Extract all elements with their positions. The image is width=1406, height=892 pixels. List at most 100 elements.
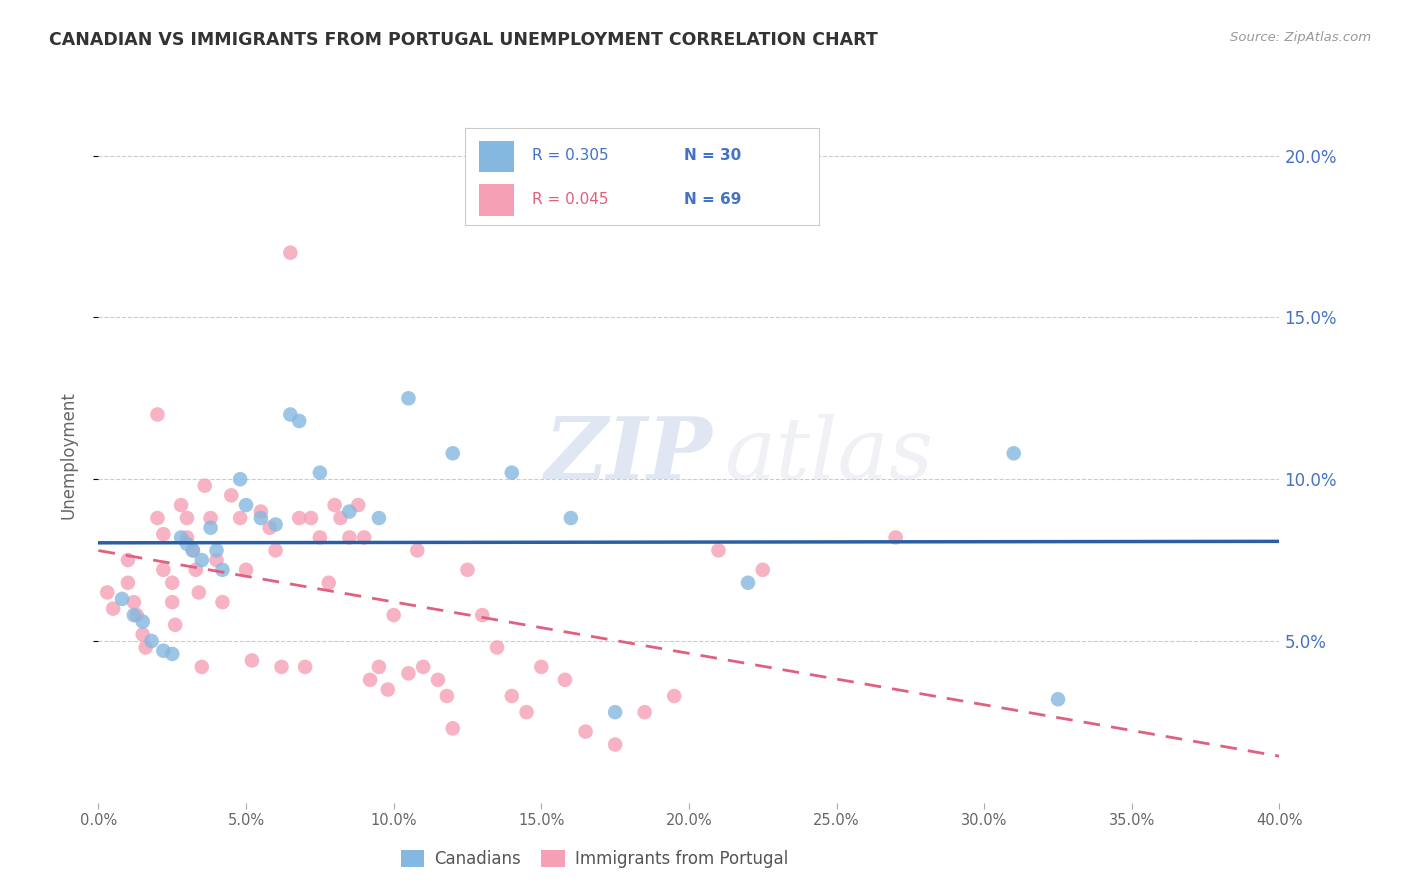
Point	[574, 724, 596, 739]
Point	[200, 511, 222, 525]
Point	[194, 478, 217, 492]
Text: ZIP: ZIP	[544, 413, 713, 497]
Point	[707, 543, 730, 558]
Point	[368, 660, 391, 674]
Point	[250, 504, 273, 518]
Point	[318, 575, 340, 590]
Point	[235, 563, 257, 577]
Point	[205, 543, 228, 558]
Point	[264, 543, 287, 558]
Point	[135, 640, 157, 655]
Point	[152, 527, 174, 541]
Point	[294, 660, 316, 674]
Point	[501, 689, 523, 703]
Point	[162, 647, 183, 661]
Point	[412, 660, 434, 674]
Point	[170, 531, 193, 545]
Text: atlas: atlas	[724, 414, 934, 496]
Point	[605, 738, 627, 752]
Point	[323, 498, 346, 512]
Point	[211, 563, 233, 577]
Point	[436, 689, 458, 703]
Point	[1046, 692, 1069, 706]
Y-axis label: Unemployment: Unemployment	[59, 391, 77, 519]
Point	[117, 575, 139, 590]
Point	[205, 553, 228, 567]
Point	[299, 511, 322, 525]
Point	[515, 705, 537, 719]
Text: Source: ZipAtlas.com: Source: ZipAtlas.com	[1230, 31, 1371, 45]
Point	[441, 446, 464, 460]
Point	[309, 466, 332, 480]
Point	[184, 563, 207, 577]
Point	[1002, 446, 1025, 460]
Point	[240, 653, 263, 667]
Point	[125, 608, 148, 623]
Point	[554, 673, 576, 687]
Point	[441, 722, 464, 736]
Point	[347, 498, 370, 512]
Point	[427, 673, 450, 687]
Point	[368, 511, 391, 525]
Point	[200, 521, 222, 535]
Point	[633, 705, 655, 719]
Point	[259, 521, 281, 535]
Point	[264, 517, 287, 532]
Point	[117, 553, 139, 567]
Point	[181, 543, 204, 558]
Point	[288, 414, 311, 428]
Point	[751, 563, 773, 577]
Point	[270, 660, 292, 674]
Point	[377, 682, 399, 697]
Point	[146, 511, 169, 525]
Point	[664, 689, 686, 703]
Point	[396, 666, 419, 681]
Point	[141, 634, 163, 648]
Point	[382, 608, 405, 623]
Point	[146, 408, 169, 422]
Point	[122, 608, 145, 623]
Point	[176, 531, 198, 545]
Point	[560, 511, 582, 525]
Point	[278, 408, 302, 422]
Point	[884, 531, 907, 545]
Point	[162, 575, 183, 590]
Point	[339, 504, 360, 518]
Point	[288, 511, 311, 525]
Point	[170, 498, 193, 512]
Point	[235, 498, 257, 512]
Point	[229, 511, 252, 525]
Point	[219, 488, 242, 502]
Point	[132, 627, 155, 641]
Point	[211, 595, 233, 609]
Point	[165, 617, 187, 632]
Point	[486, 640, 509, 655]
Point	[339, 531, 360, 545]
Point	[359, 673, 381, 687]
Point	[96, 585, 118, 599]
Point	[191, 660, 214, 674]
Point	[229, 472, 252, 486]
Point	[396, 392, 419, 406]
Point	[471, 608, 494, 623]
Point	[132, 615, 155, 629]
Point	[152, 563, 174, 577]
Point	[329, 511, 352, 525]
Point	[737, 575, 759, 590]
Point	[530, 660, 553, 674]
Point	[176, 537, 198, 551]
Point	[152, 643, 174, 657]
Point	[187, 585, 209, 599]
Point	[181, 543, 204, 558]
Point	[353, 531, 375, 545]
Point	[191, 553, 214, 567]
Point	[176, 511, 198, 525]
Point	[278, 245, 302, 260]
Legend: Canadians, Immigrants from Portugal: Canadians, Immigrants from Portugal	[395, 843, 794, 874]
Point	[111, 591, 134, 606]
Point	[162, 595, 183, 609]
Point	[406, 543, 429, 558]
Point	[122, 595, 145, 609]
Point	[456, 563, 478, 577]
Point	[605, 705, 627, 719]
